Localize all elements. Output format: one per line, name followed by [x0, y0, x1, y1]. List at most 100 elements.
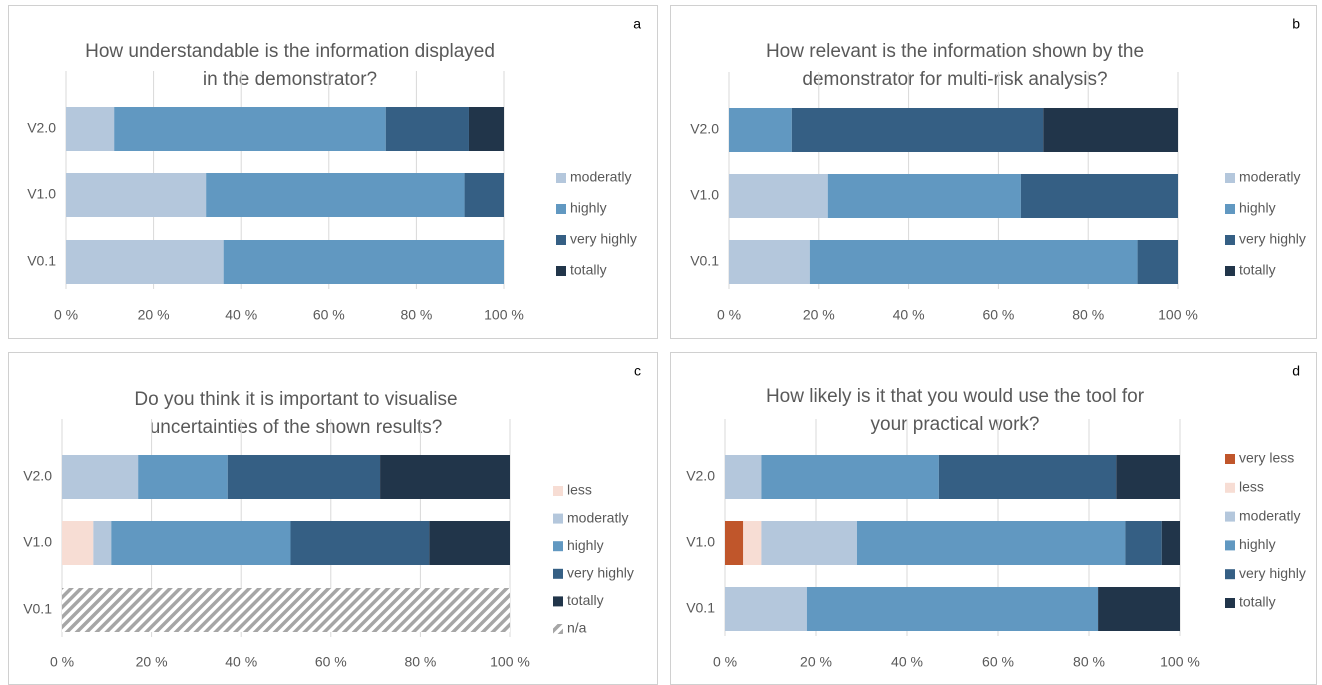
x-tick-label: 0 %	[50, 654, 74, 670]
legend-swatch	[553, 624, 563, 634]
legend-swatch	[1225, 540, 1235, 551]
chart-title: in the demonstrator?	[203, 69, 377, 90]
bar-segment	[729, 108, 792, 152]
chart-title: How understandable is the information di…	[85, 41, 495, 62]
x-tick-label: 100 %	[490, 654, 530, 670]
chart-title: Do you think it is important to visualis…	[134, 389, 457, 410]
legend-label: totally	[570, 262, 607, 278]
legend-label: totally	[567, 592, 604, 608]
bar-segment	[1020, 174, 1178, 218]
y-tick-label: V0.1	[686, 600, 715, 616]
legend-label: moderatly	[1239, 169, 1300, 185]
legend-swatch	[1225, 173, 1235, 183]
y-tick-label: V2.0	[690, 121, 719, 137]
legend-label: highly	[570, 200, 607, 216]
panel-letter: c	[634, 363, 641, 379]
legend-swatch	[556, 266, 566, 276]
panel-letter: a	[633, 16, 641, 32]
x-tick-label: 80 %	[400, 307, 432, 323]
chart-panel: d How likely is it that you would use the…	[670, 352, 1317, 685]
panel-letter: d	[1292, 363, 1300, 379]
x-tick-label: 40 %	[893, 307, 925, 323]
bar-segment	[62, 588, 510, 632]
bar-segment	[380, 455, 510, 499]
chart-title: your practical work?	[871, 414, 1040, 435]
bar-segment	[138, 455, 228, 499]
x-tick-label: 80 %	[1073, 654, 1105, 670]
legend-swatch	[553, 541, 563, 552]
bar-segment	[66, 240, 224, 284]
x-tick-label: 60 %	[982, 307, 1014, 323]
legend-label: very less	[1239, 450, 1294, 466]
legend-swatch	[1225, 482, 1235, 493]
legend-label: totally	[1239, 594, 1276, 610]
bar-segment	[1161, 521, 1180, 565]
chart-panel: c Do you think it is important to visuali…	[8, 352, 658, 685]
x-tick-label: 0 %	[54, 307, 78, 323]
y-tick-label: V2.0	[27, 120, 56, 136]
x-tick-label: 80 %	[1072, 307, 1104, 323]
legend-label: highly	[567, 537, 604, 553]
legend-label: less	[1239, 479, 1264, 495]
legend-label: very highly	[1239, 231, 1306, 247]
y-tick-label: V1.0	[690, 187, 719, 203]
chart-panel: b How relevant is the information shown b…	[670, 5, 1317, 339]
bar-segment	[725, 521, 744, 565]
bar-segment	[429, 521, 510, 565]
legend-swatch	[1225, 511, 1235, 522]
bar-segment	[1098, 587, 1180, 631]
x-tick-label: 40 %	[891, 654, 923, 670]
bar-segment	[761, 455, 939, 499]
bar-segment	[93, 521, 112, 565]
legend-label: moderatly	[1239, 507, 1300, 523]
legend-swatch	[1225, 204, 1235, 214]
legend-label: totally	[1239, 262, 1276, 278]
chart-title: demonstrator for multi-risk analysis?	[802, 69, 1107, 90]
x-tick-label: 20 %	[136, 654, 168, 670]
bar-segment	[729, 240, 810, 284]
x-tick-label: 100 %	[484, 307, 524, 323]
legend-swatch	[556, 235, 566, 245]
legend-swatch	[1225, 598, 1235, 608]
panel-letter: b	[1292, 16, 1300, 32]
x-tick-label: 20 %	[803, 307, 835, 323]
bar-segment	[1116, 455, 1180, 499]
bar-segment	[62, 455, 139, 499]
chart-title: How likely is it that you would use the …	[766, 386, 1145, 407]
legend-label: highly	[1239, 536, 1276, 552]
bar-segment	[1043, 108, 1178, 152]
bar-segment	[725, 587, 807, 631]
legend-label: moderatly	[567, 509, 628, 525]
legend-swatch	[1225, 266, 1235, 276]
bar-segment	[856, 521, 1126, 565]
x-tick-label: 40 %	[225, 654, 257, 670]
bar-segment	[938, 455, 1117, 499]
x-tick-label: 100 %	[1160, 654, 1200, 670]
legend-label: very highly	[1239, 565, 1306, 581]
y-tick-label: V0.1	[23, 601, 52, 617]
legend-label: highly	[1239, 200, 1276, 216]
x-tick-label: 80 %	[404, 654, 436, 670]
y-tick-label: V0.1	[690, 253, 719, 269]
y-tick-label: V1.0	[23, 534, 52, 550]
bar-segment	[66, 107, 115, 151]
chart-panel: a How understandable is the information d…	[8, 5, 658, 339]
y-tick-label: V2.0	[23, 468, 52, 484]
bar-segment	[827, 174, 1021, 218]
bar-segment	[385, 107, 469, 151]
legend-swatch	[553, 513, 563, 524]
bar-segment	[809, 240, 1138, 284]
bar-segment	[66, 173, 207, 217]
x-tick-label: 60 %	[313, 307, 345, 323]
x-tick-label: 40 %	[225, 307, 257, 323]
legend-swatch	[553, 596, 563, 607]
bar-segment	[114, 107, 386, 151]
bar-segment	[468, 107, 504, 151]
legend-label: n/a	[567, 620, 587, 636]
x-tick-label: 20 %	[138, 307, 170, 323]
legend-swatch	[1225, 454, 1235, 464]
legend-swatch	[553, 486, 563, 496]
x-tick-label: 0 %	[717, 307, 741, 323]
bar-segment	[227, 455, 381, 499]
